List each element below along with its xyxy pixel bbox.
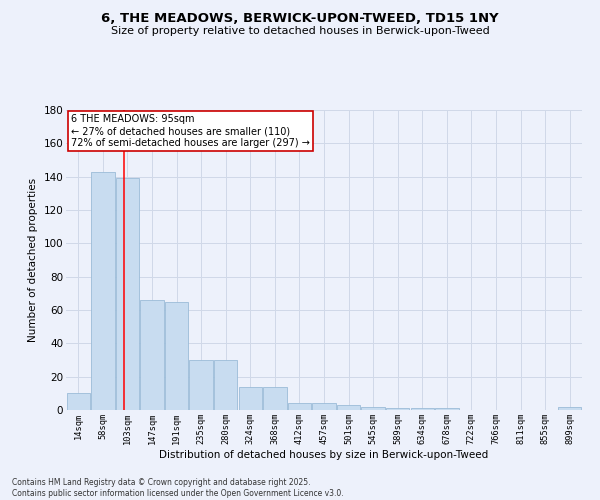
Bar — [313, 404, 335, 410]
X-axis label: Distribution of detached houses by size in Berwick-upon-Tweed: Distribution of detached houses by size … — [160, 450, 488, 460]
Y-axis label: Number of detached properties: Number of detached properties — [28, 178, 38, 342]
Bar — [288, 404, 311, 410]
Bar — [337, 405, 360, 410]
Bar — [386, 408, 409, 410]
Bar — [239, 386, 262, 410]
Bar — [67, 394, 90, 410]
Bar — [190, 360, 213, 410]
Bar — [214, 360, 238, 410]
Text: Contains HM Land Registry data © Crown copyright and database right 2025.
Contai: Contains HM Land Registry data © Crown c… — [12, 478, 344, 498]
Bar — [361, 406, 385, 410]
Bar — [263, 386, 287, 410]
Bar — [116, 178, 139, 410]
Bar — [91, 172, 115, 410]
Text: Size of property relative to detached houses in Berwick-upon-Tweed: Size of property relative to detached ho… — [110, 26, 490, 36]
Text: 6, THE MEADOWS, BERWICK-UPON-TWEED, TD15 1NY: 6, THE MEADOWS, BERWICK-UPON-TWEED, TD15… — [101, 12, 499, 26]
Bar — [165, 302, 188, 410]
Bar — [410, 408, 434, 410]
Bar — [435, 408, 458, 410]
Bar — [140, 300, 164, 410]
Bar — [558, 406, 581, 410]
Text: 6 THE MEADOWS: 95sqm
← 27% of detached houses are smaller (110)
72% of semi-deta: 6 THE MEADOWS: 95sqm ← 27% of detached h… — [71, 114, 310, 148]
